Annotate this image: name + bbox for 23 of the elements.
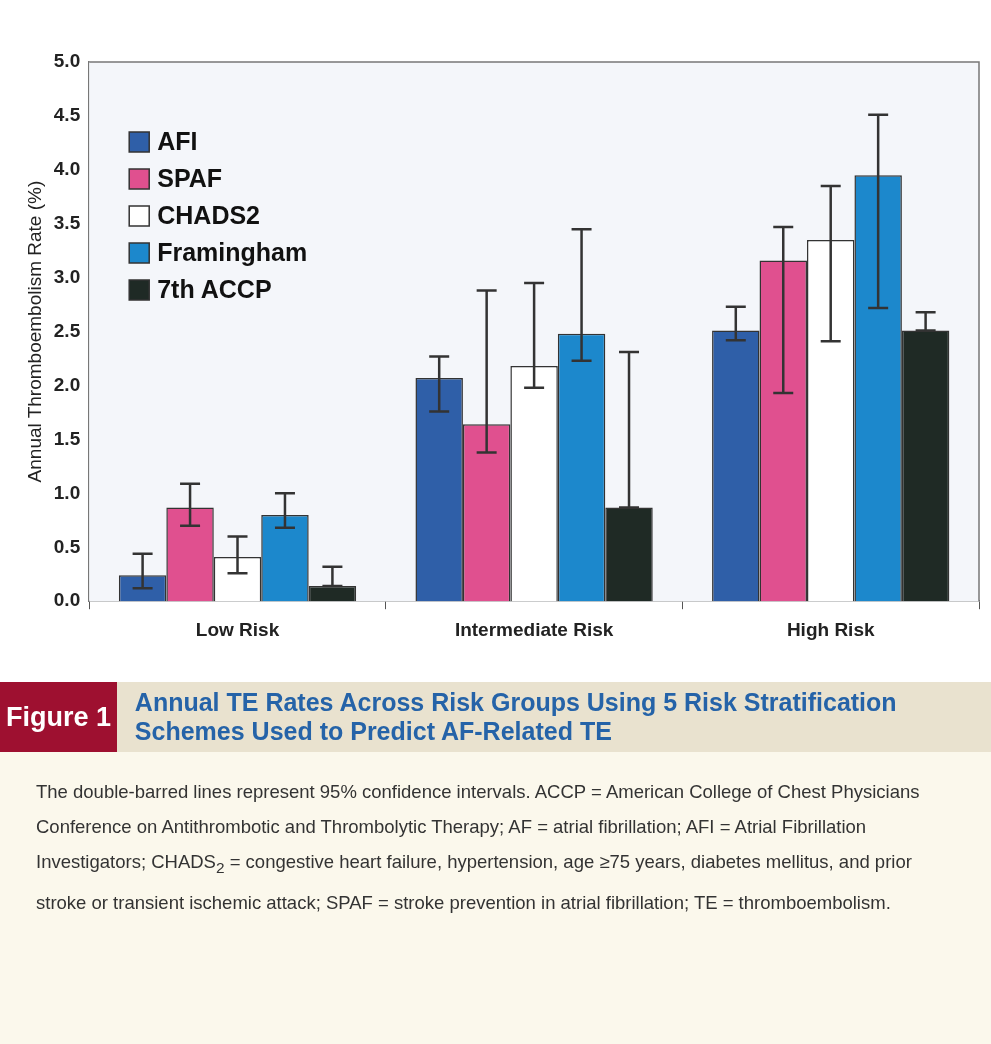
y-tick-label: 4.0 xyxy=(53,158,81,180)
legend-label: CHADS2 xyxy=(157,200,261,229)
y-tick-label: 1.0 xyxy=(53,481,81,503)
y-tick-label: 5.0 xyxy=(53,50,81,72)
x-tick-label: Low Risk xyxy=(195,618,280,640)
y-tick-label: 1.5 xyxy=(53,427,81,449)
y-tick-label: 4.5 xyxy=(53,104,81,126)
y-axis-title: Annual Thromboembolism Rate (%) xyxy=(23,180,45,483)
caption: Figure 1 xyxy=(0,682,117,752)
y-tick-label: 2.0 xyxy=(53,373,81,395)
text: Annual TE Rates Across Risk Groups Using 5 Risk Stratification Schemes Used to Predict AF-Related TE xyxy=(133,687,898,747)
y-tick-label: 0.5 xyxy=(53,535,81,557)
y-tick-label: 0.0 xyxy=(53,589,81,611)
y-tick-label: 3.0 xyxy=(53,265,81,287)
y-tick-label: 2.5 xyxy=(53,319,81,341)
legend-label: AFI xyxy=(157,126,198,155)
x-tick-label: High Risk xyxy=(786,618,875,640)
y-tick-label: 3.5 xyxy=(53,211,81,233)
legend-label: Framingham xyxy=(157,237,308,266)
x-tick-label: Intermediate Risk xyxy=(454,618,614,640)
legend-label: SPAF xyxy=(157,163,223,192)
legend-label: 7th ACCP xyxy=(157,274,272,303)
text: The double-barred lines represent 95% confidence intervals. ACCP = American College of Chest Physicians Conference on Antithrombotic and Thrombolytic Therapy; AF = atrial fibrillation; AFI = Atrial Fibrillation Investigators; CHADS$_{2}$ = congestive heart failure, hypertension, age ≥75 years, diabetes mellitus, and prior stroke or transient ischemic attack; SPAF = stroke prevention in atrial fibrillation; TE = thromboembolism. xyxy=(0,752,991,1044)
